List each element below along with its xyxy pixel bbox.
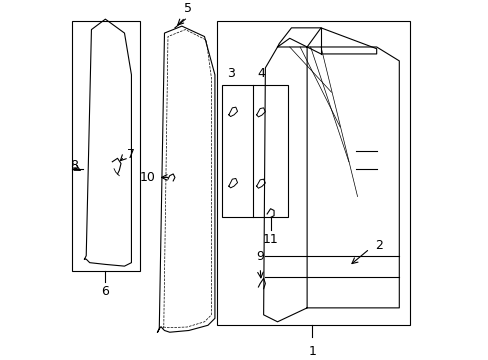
Bar — [72, 21, 140, 271]
Text: 10: 10 — [140, 171, 156, 184]
Text: 5: 5 — [184, 2, 192, 15]
Text: 11: 11 — [262, 233, 278, 246]
Text: 2: 2 — [374, 239, 382, 252]
Text: 8: 8 — [70, 159, 79, 172]
Text: 4: 4 — [257, 67, 264, 80]
Text: 7: 7 — [127, 148, 135, 161]
Bar — [216, 21, 409, 325]
Text: 6: 6 — [101, 285, 109, 298]
Text: 1: 1 — [308, 346, 316, 359]
Text: 3: 3 — [227, 67, 235, 80]
Text: 9: 9 — [256, 249, 264, 263]
Bar — [222, 85, 287, 217]
